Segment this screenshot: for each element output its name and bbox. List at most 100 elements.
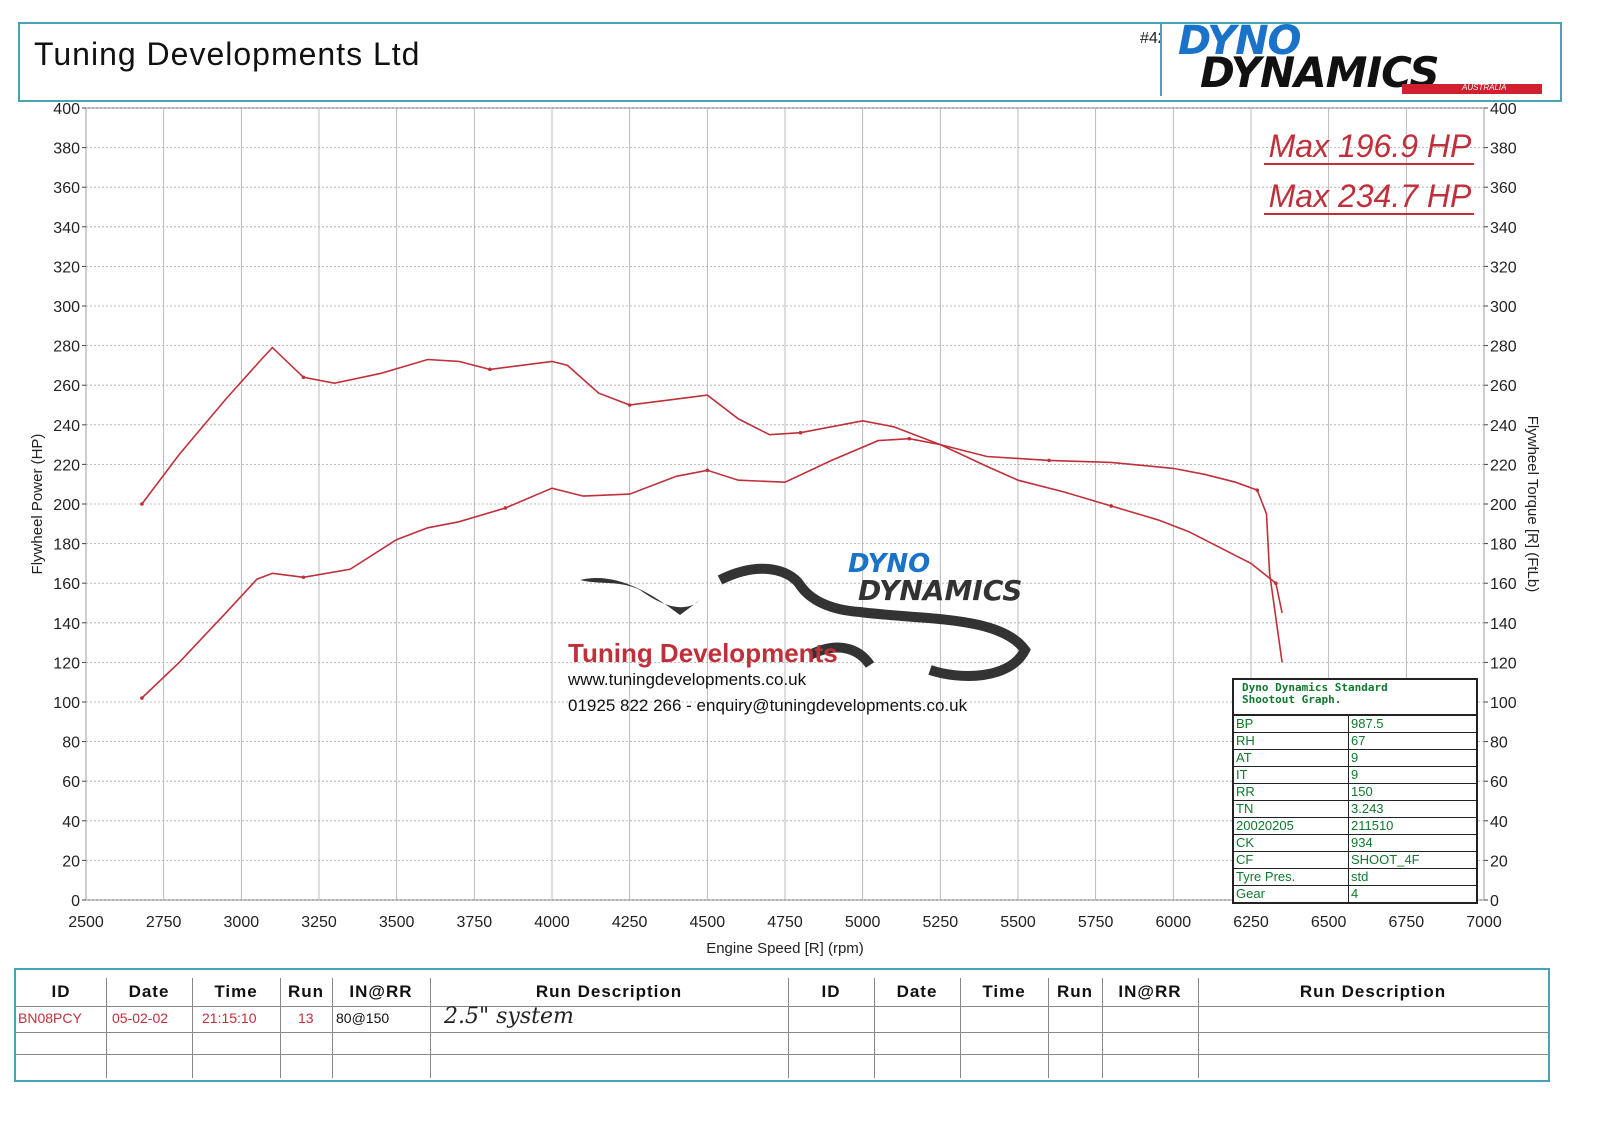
spec-key: AT — [1234, 750, 1349, 766]
y2-tick-label: 360 — [1490, 180, 1517, 197]
y2-tick-label: 160 — [1490, 576, 1517, 593]
series-point-power — [140, 696, 144, 700]
x-tick-label: 6750 — [1389, 914, 1425, 931]
y2-tick-label: 40 — [1490, 814, 1508, 831]
series-point-power — [705, 468, 710, 473]
runs-table: ID Date Time Run IN@RR Run Description ID Date T… — [14, 968, 1550, 1082]
logo-dynamics-text: DYNAMICS — [1200, 48, 1440, 96]
y-tick-label: 240 — [53, 418, 80, 435]
x-tick-label: 4750 — [767, 914, 803, 931]
max-torque-label: Max 234.7 HP — [1269, 178, 1472, 214]
runs-table-col-line — [1048, 978, 1049, 1078]
y2-tick-label: 20 — [1490, 853, 1508, 870]
runs-table-header: ID — [821, 982, 841, 1001]
y-tick-label: 340 — [53, 220, 80, 237]
runs-table-col-line — [280, 978, 281, 1078]
series-line-torque — [141, 346, 1283, 663]
y-tick-label: 380 — [53, 141, 80, 158]
x-tick-label: 3000 — [224, 914, 260, 931]
y-tick-label: 80 — [62, 735, 80, 752]
runs-table-header: Run — [1056, 982, 1094, 1001]
series-point-torque — [488, 367, 492, 372]
spec-value: 4 — [1351, 886, 1359, 901]
y-tick-label: 20 — [62, 853, 80, 870]
runs-table-col-line — [1102, 978, 1103, 1078]
spec-row: CF SHOOT_4F — [1234, 852, 1476, 869]
series-point-torque — [798, 430, 803, 435]
spec-key: Tyre Pres. — [1234, 869, 1349, 885]
y-tick-label: 40 — [62, 814, 80, 831]
spec-value: 150 — [1351, 784, 1373, 799]
x-tick-label: 4500 — [690, 914, 726, 931]
spec-value: 9 — [1351, 750, 1359, 765]
y2-tick-label: 100 — [1490, 695, 1517, 712]
runs-table-row-line — [16, 1032, 1548, 1033]
x-tick-label: 3500 — [379, 914, 415, 931]
logo-red-bar — [1402, 84, 1542, 94]
x-tick-label: 7000 — [1466, 914, 1502, 931]
runs-table-col-line — [192, 978, 193, 1078]
series-point-power — [907, 436, 912, 441]
run-time: 21:15:10 — [202, 1010, 257, 1026]
watermark-contact: 01925 822 266 - enquiry@tuningdevelopmen… — [568, 696, 968, 715]
y2-tick-label: 380 — [1490, 141, 1517, 158]
series-point-torque — [140, 502, 144, 506]
spec-rows: BP 987.5 RH 67 AT 9 IT 9 RR 150 TN 3.243 20020205 211… — [1234, 716, 1476, 902]
runs-table-col-line — [430, 978, 431, 1078]
x-tick-label: 5750 — [1078, 914, 1114, 931]
runs-table-header: Time — [982, 982, 1026, 1001]
spec-row: RR 150 — [1234, 784, 1476, 801]
spec-key: TN — [1234, 801, 1349, 817]
x-tick-label: 5250 — [923, 914, 959, 931]
spec-row: CK 934 — [1234, 835, 1476, 852]
y-tick-label: 320 — [53, 259, 80, 276]
spec-value: 9 — [1351, 767, 1359, 782]
header: Tuning Developments Ltd #4204 DYNO DYNAM… — [18, 22, 1562, 102]
runs-table-header: Date — [128, 982, 170, 1001]
y2-tick-label: 180 — [1490, 537, 1517, 554]
spec-row: TN 3.243 — [1234, 801, 1476, 818]
spec-title-line2: Shootout Graph. — [1242, 693, 1342, 706]
y-tick-label: 160 — [53, 576, 80, 593]
company-title: Tuning Developments Ltd — [34, 36, 421, 72]
y2-tick-label: 140 — [1490, 616, 1517, 633]
run-id: BN08PCY — [18, 1010, 82, 1026]
x-axis-title: Engine Speed [R] (rpm) — [706, 940, 864, 957]
series-group — [140, 346, 1283, 700]
watermark-logo: DYNO DYNAMICS Tuning Developments www.tu… — [567, 549, 1031, 715]
runs-table-col-line — [106, 978, 107, 1078]
spec-key: 20020205 — [1234, 818, 1349, 834]
y-axis-left: 0 20 40 60 80 100 120 140 160 180 200 220 240 260 280 3… — [53, 101, 86, 910]
y-axis-title: Flywheel Power (HP) — [29, 434, 46, 575]
y2-tick-label: 200 — [1490, 497, 1517, 514]
logo-dyno-text: DYNO — [1178, 24, 1302, 64]
x-tick-label: 5000 — [845, 914, 881, 931]
spec-value: SHOOT_4F — [1351, 852, 1420, 867]
y-tick-label: 400 — [53, 101, 80, 118]
max-labels: Max 196.9 HP Max 234.7 HP — [1264, 128, 1474, 215]
max-power-label: Max 196.9 HP — [1269, 128, 1472, 164]
runs-table-header-line — [16, 1006, 1548, 1007]
x-tick-label: 4000 — [534, 914, 570, 931]
spec-value: 211510 — [1351, 818, 1394, 833]
y-tick-label: 280 — [53, 339, 80, 356]
watermark-car-wheel — [807, 642, 875, 669]
x-tick-label: 2750 — [146, 914, 182, 931]
spec-key: CF — [1234, 852, 1349, 868]
y-tick-label: 140 — [53, 616, 80, 633]
spec-row: 20020205 211510 — [1234, 818, 1476, 835]
y2-tick-label: 60 — [1490, 774, 1508, 791]
runs-table-header: Run Description — [535, 982, 683, 1001]
run-number-cell: 13 — [298, 1010, 314, 1026]
x-tick-label: 5500 — [1000, 914, 1036, 931]
y2-tick-label: 340 — [1490, 220, 1517, 237]
y-tick-label: 220 — [53, 457, 80, 474]
y2-tick-label: 240 — [1490, 418, 1517, 435]
x-tick-label: 3750 — [457, 914, 493, 931]
spec-row: Tyre Pres. std — [1234, 869, 1476, 886]
watermark-dynamics-text: DYNAMICS — [858, 574, 1022, 607]
runs-table-row-line-2 — [16, 1054, 1548, 1055]
spec-value: 3.243 — [1351, 801, 1384, 816]
spec-table-title: Dyno Dynamics Standard Shootout Graph. — [1234, 680, 1476, 716]
spec-value: 987.5 — [1351, 716, 1384, 731]
